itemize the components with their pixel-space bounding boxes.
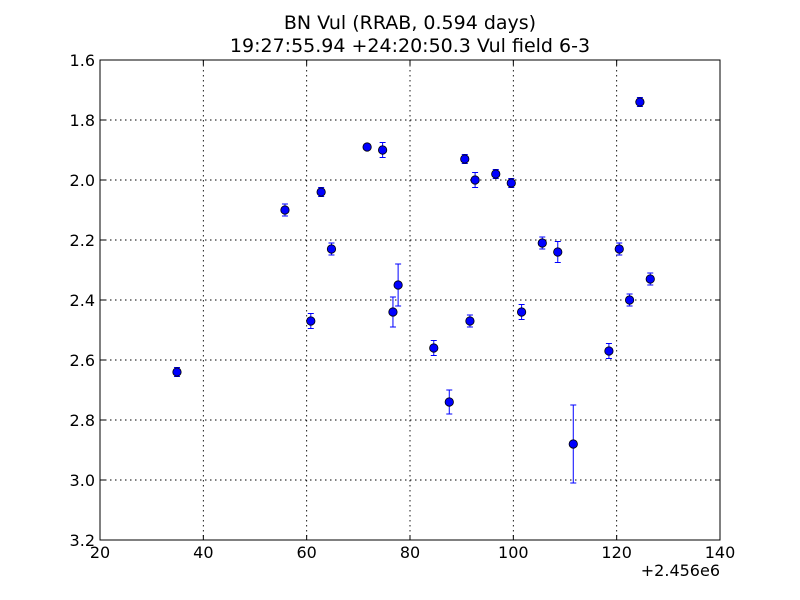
- x-tick-label: 60: [296, 543, 316, 562]
- data-point-marker: [429, 343, 439, 353]
- chart-title: BN Vul (RRAB, 0.594 days): [284, 12, 536, 34]
- x-tick-label: 120: [601, 543, 632, 562]
- x-tick-label: 40: [193, 543, 213, 562]
- y-tick-label: 2.8: [70, 411, 95, 430]
- data-point-marker: [506, 178, 516, 188]
- x-axis-offset-label: +2.456e6: [641, 561, 720, 580]
- x-axis-tick-labels: 20 40 60 80 100 120 140: [90, 543, 735, 562]
- chart-subtitle: 19:27:55.94 +24:20:50.3 Vul field 6-3: [230, 35, 590, 57]
- data-point-marker: [465, 316, 475, 326]
- data-point-marker: [306, 316, 316, 326]
- data-markers: [172, 97, 655, 449]
- data-point-marker: [516, 307, 527, 317]
- x-tick-label: 100: [498, 543, 529, 562]
- y-tick-label: 2.0: [70, 171, 95, 190]
- data-point-marker: [624, 295, 635, 305]
- data-point-marker: [378, 145, 388, 155]
- data-point-marker: [491, 169, 501, 179]
- data-point-marker: [388, 307, 398, 317]
- y-tick-label: 1.8: [70, 111, 95, 130]
- y-axis-tick-labels: 1.6 1.8 2.0 2.2 2.4 2.6 2.8 3.0 3.2: [70, 51, 95, 550]
- y-tick-label: 1.6: [70, 51, 95, 70]
- x-tick-label: 140: [705, 543, 736, 562]
- data-point-marker: [316, 187, 326, 197]
- data-point-marker: [635, 97, 645, 107]
- data-point-marker: [172, 367, 182, 377]
- y-tick-label: 3.0: [70, 471, 95, 490]
- data-point-marker: [280, 205, 290, 215]
- data-point-marker: [614, 244, 624, 254]
- grid-lines: [100, 60, 720, 540]
- y-tick-label: 2.4: [70, 291, 95, 310]
- y-tick-label: 2.6: [70, 351, 95, 370]
- data-point-marker: [362, 142, 372, 152]
- data-point-marker: [470, 175, 480, 185]
- axis-ticks: [99, 59, 721, 541]
- x-tick-label: 80: [400, 543, 420, 562]
- y-tick-label: 3.2: [70, 531, 95, 550]
- data-point-marker: [568, 439, 578, 449]
- x-tick-label: 20: [90, 543, 110, 562]
- data-point-marker: [604, 346, 614, 356]
- data-point-marker: [444, 397, 454, 407]
- data-point-marker: [326, 244, 337, 254]
- data-point-marker: [460, 154, 470, 164]
- data-point-marker: [645, 274, 655, 284]
- data-point-marker: [553, 247, 563, 257]
- data-point-marker: [537, 238, 547, 248]
- y-tick-label: 2.2: [70, 231, 95, 250]
- data-point-marker: [393, 280, 403, 290]
